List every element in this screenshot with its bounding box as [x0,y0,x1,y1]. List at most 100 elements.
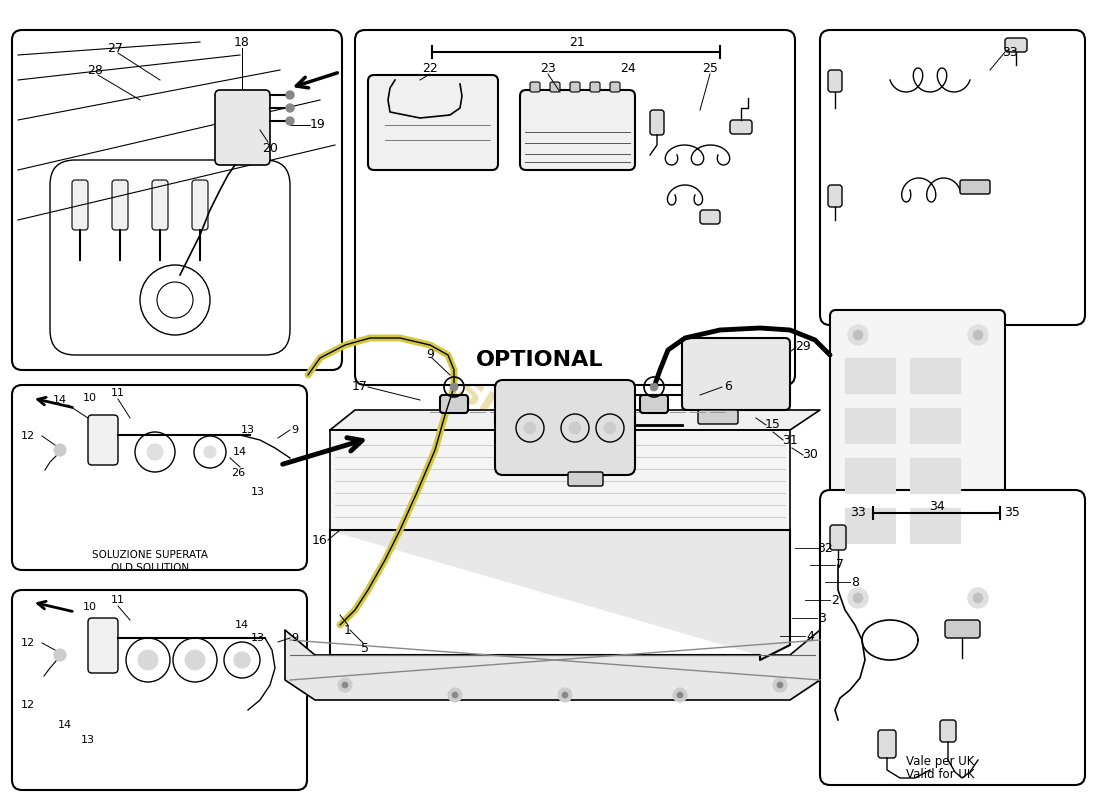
Text: 15: 15 [766,418,781,431]
Text: 32: 32 [817,542,833,554]
Circle shape [604,422,616,434]
Text: 33: 33 [850,506,866,519]
FancyBboxPatch shape [878,730,896,758]
Text: 6: 6 [724,381,732,394]
Text: 9: 9 [426,347,433,361]
Text: 22: 22 [422,62,438,74]
Text: 30: 30 [802,449,818,462]
FancyBboxPatch shape [700,210,720,224]
Circle shape [562,692,568,698]
Text: 11: 11 [111,388,125,398]
Circle shape [139,650,158,670]
Text: 8: 8 [851,575,859,589]
FancyBboxPatch shape [650,110,664,135]
FancyBboxPatch shape [368,75,498,170]
Circle shape [342,682,348,688]
Circle shape [650,383,658,391]
Text: 31: 31 [782,434,797,446]
Text: 13: 13 [251,487,265,497]
Circle shape [673,688,688,702]
Text: 3: 3 [818,611,826,625]
Text: 7: 7 [836,558,844,571]
Text: 34: 34 [930,499,945,513]
Text: 1: 1 [344,623,352,637]
Bar [845,358,895,393]
FancyBboxPatch shape [640,395,668,413]
Text: 11: 11 [111,595,125,605]
Circle shape [204,446,216,458]
FancyBboxPatch shape [590,82,600,92]
Text: 35: 35 [1004,506,1020,519]
Circle shape [448,688,462,702]
Text: 28: 28 [87,63,103,77]
Text: 23: 23 [540,62,556,74]
Text: 19: 19 [310,118,326,131]
FancyBboxPatch shape [945,620,980,638]
FancyBboxPatch shape [12,30,342,370]
Text: 14: 14 [235,620,249,630]
Text: 4: 4 [806,630,814,642]
Circle shape [968,588,988,608]
FancyBboxPatch shape [940,720,956,742]
Bar [910,458,960,493]
Text: 17: 17 [352,381,367,394]
Text: 21: 21 [569,37,585,50]
FancyBboxPatch shape [550,82,560,92]
FancyBboxPatch shape [72,180,88,230]
Circle shape [676,692,683,698]
FancyBboxPatch shape [50,160,290,355]
FancyBboxPatch shape [530,82,540,92]
Text: 26: 26 [231,468,245,478]
Circle shape [777,682,783,688]
FancyBboxPatch shape [682,338,790,410]
Bar [845,458,895,493]
Text: 10: 10 [82,393,97,403]
FancyBboxPatch shape [570,82,580,92]
Text: 16: 16 [312,534,328,546]
Circle shape [852,593,864,603]
Circle shape [524,422,536,434]
Circle shape [848,325,868,345]
FancyBboxPatch shape [960,180,990,194]
Text: 9: 9 [292,633,298,643]
Text: 27: 27 [107,42,123,54]
Text: 12: 12 [21,700,35,710]
Text: OPTIONAL: OPTIONAL [476,350,604,370]
Text: 12: 12 [21,638,35,648]
FancyBboxPatch shape [440,395,467,413]
Text: 9: 9 [292,425,298,435]
FancyBboxPatch shape [112,180,128,230]
Bar [910,408,960,443]
Text: 14: 14 [53,395,67,405]
FancyBboxPatch shape [830,525,846,550]
Circle shape [286,104,294,112]
FancyBboxPatch shape [495,380,635,475]
FancyBboxPatch shape [12,385,307,570]
Text: 14: 14 [58,720,73,730]
Text: Valid for UK: Valid for UK [905,769,975,782]
Circle shape [54,649,66,661]
FancyBboxPatch shape [830,310,1005,620]
FancyBboxPatch shape [214,90,270,165]
Bar [910,358,960,393]
Circle shape [974,330,983,340]
FancyBboxPatch shape [610,82,620,92]
Text: 10: 10 [82,602,97,612]
FancyBboxPatch shape [520,90,635,170]
Text: 18: 18 [234,35,250,49]
Circle shape [54,444,66,456]
FancyBboxPatch shape [820,490,1085,785]
FancyBboxPatch shape [698,410,738,424]
FancyBboxPatch shape [568,472,603,486]
Circle shape [338,678,352,692]
Text: SOLUZIONE SUPERATA: SOLUZIONE SUPERATA [92,550,208,560]
Text: 20: 20 [262,142,278,154]
FancyBboxPatch shape [1005,38,1027,52]
Polygon shape [285,630,820,700]
Bar [910,508,960,543]
FancyBboxPatch shape [355,30,795,385]
Text: parts for ferrari
since 1985: parts for ferrari since 1985 [399,294,760,566]
Circle shape [974,593,983,603]
Circle shape [773,678,786,692]
Text: Vale per UK: Vale per UK [905,755,975,769]
